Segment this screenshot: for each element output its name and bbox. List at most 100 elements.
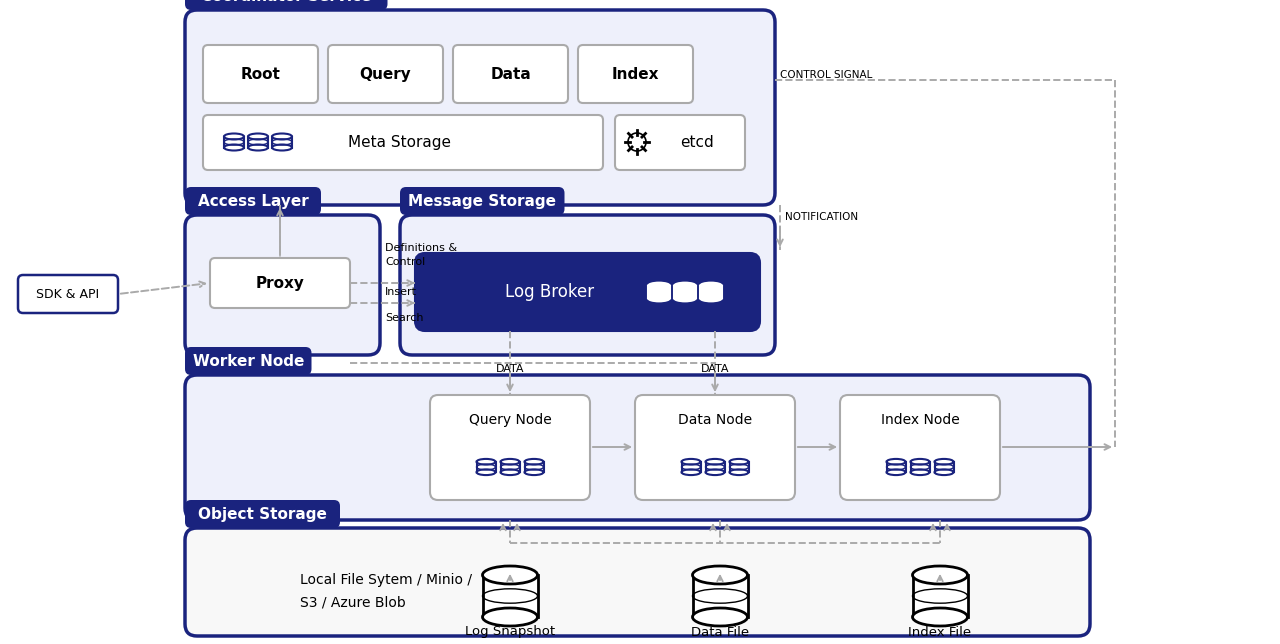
FancyBboxPatch shape	[210, 258, 349, 308]
Ellipse shape	[224, 144, 244, 151]
FancyBboxPatch shape	[453, 45, 568, 103]
Ellipse shape	[692, 566, 748, 584]
Bar	[681, 462, 700, 472]
Ellipse shape	[476, 459, 495, 464]
Ellipse shape	[700, 295, 722, 301]
Bar	[887, 462, 905, 472]
FancyBboxPatch shape	[186, 10, 774, 205]
Text: Meta Storage: Meta Storage	[348, 135, 451, 149]
Bar	[934, 462, 954, 472]
Text: DATA: DATA	[700, 364, 730, 374]
Ellipse shape	[248, 133, 268, 140]
FancyBboxPatch shape	[840, 395, 1000, 500]
Text: Data: Data	[490, 66, 531, 82]
Ellipse shape	[913, 566, 968, 584]
Bar	[648, 286, 669, 298]
Ellipse shape	[476, 469, 495, 475]
Bar	[525, 462, 544, 472]
FancyBboxPatch shape	[415, 253, 760, 331]
Text: Object Storage: Object Storage	[198, 506, 326, 522]
Text: Control: Control	[385, 257, 425, 267]
Bar	[913, 575, 968, 617]
Ellipse shape	[913, 608, 968, 626]
FancyBboxPatch shape	[399, 215, 774, 355]
FancyBboxPatch shape	[186, 187, 321, 215]
Text: Insert: Insert	[385, 287, 417, 297]
Bar	[500, 462, 520, 472]
Ellipse shape	[525, 469, 544, 475]
Bar	[705, 462, 724, 472]
Ellipse shape	[730, 459, 749, 464]
Ellipse shape	[500, 469, 520, 475]
Bar	[224, 137, 244, 147]
Ellipse shape	[273, 144, 292, 151]
FancyBboxPatch shape	[18, 275, 118, 313]
FancyBboxPatch shape	[399, 187, 564, 215]
Bar	[476, 462, 495, 472]
Ellipse shape	[500, 459, 520, 464]
Text: Search: Search	[385, 313, 424, 323]
Ellipse shape	[483, 608, 538, 626]
Ellipse shape	[934, 469, 954, 475]
Text: NOTIFICATION: NOTIFICATION	[785, 212, 858, 222]
Text: Query: Query	[360, 66, 411, 82]
Ellipse shape	[910, 469, 929, 475]
Text: Worker Node: Worker Node	[192, 354, 303, 368]
Text: Access Layer: Access Layer	[197, 193, 308, 209]
Text: CONTROL SIGNAL: CONTROL SIGNAL	[780, 70, 873, 80]
FancyBboxPatch shape	[204, 115, 603, 170]
FancyBboxPatch shape	[614, 115, 745, 170]
Ellipse shape	[273, 133, 292, 140]
FancyBboxPatch shape	[635, 395, 795, 500]
Text: Proxy: Proxy	[256, 276, 305, 290]
Text: Data Node: Data Node	[678, 413, 753, 427]
FancyBboxPatch shape	[328, 45, 443, 103]
Text: Index: Index	[612, 66, 659, 82]
Text: S3 / Azure Blob: S3 / Azure Blob	[300, 595, 406, 609]
Bar	[910, 462, 929, 472]
Ellipse shape	[705, 459, 724, 464]
Text: Definitions &: Definitions &	[385, 243, 457, 253]
Bar	[483, 575, 538, 617]
Text: Coordinator Service: Coordinator Service	[201, 0, 371, 3]
Text: Data File: Data File	[691, 625, 749, 638]
Ellipse shape	[681, 459, 700, 464]
Ellipse shape	[224, 133, 244, 140]
Text: Root: Root	[241, 66, 280, 82]
Ellipse shape	[681, 469, 700, 475]
Text: Message Storage: Message Storage	[408, 193, 557, 209]
Text: Log Broker: Log Broker	[506, 283, 594, 301]
FancyBboxPatch shape	[186, 528, 1091, 636]
Ellipse shape	[705, 469, 724, 475]
Text: SDK & API: SDK & API	[36, 287, 100, 301]
Text: etcd: etcd	[680, 135, 714, 149]
FancyBboxPatch shape	[186, 347, 311, 375]
Ellipse shape	[700, 283, 722, 289]
Ellipse shape	[648, 283, 669, 289]
Bar	[675, 286, 696, 298]
Ellipse shape	[730, 469, 749, 475]
Bar	[248, 137, 268, 147]
FancyBboxPatch shape	[186, 500, 340, 528]
Bar	[692, 575, 748, 617]
Bar	[700, 286, 722, 298]
Ellipse shape	[910, 459, 929, 464]
Text: DATA: DATA	[495, 364, 525, 374]
Text: Query Node: Query Node	[468, 413, 552, 427]
Ellipse shape	[887, 469, 905, 475]
Ellipse shape	[248, 144, 268, 151]
Bar	[273, 137, 292, 147]
FancyBboxPatch shape	[186, 0, 388, 10]
FancyBboxPatch shape	[186, 215, 380, 355]
Ellipse shape	[675, 295, 696, 301]
Ellipse shape	[525, 459, 544, 464]
Ellipse shape	[887, 459, 905, 464]
FancyBboxPatch shape	[579, 45, 692, 103]
Text: Local File Sytem / Minio /: Local File Sytem / Minio /	[300, 573, 472, 587]
Text: Log Snapshot: Log Snapshot	[465, 625, 556, 638]
Ellipse shape	[934, 459, 954, 464]
Text: Index Node: Index Node	[881, 413, 960, 427]
Bar	[730, 462, 749, 472]
Ellipse shape	[483, 566, 538, 584]
Text: Index File: Index File	[909, 625, 972, 638]
